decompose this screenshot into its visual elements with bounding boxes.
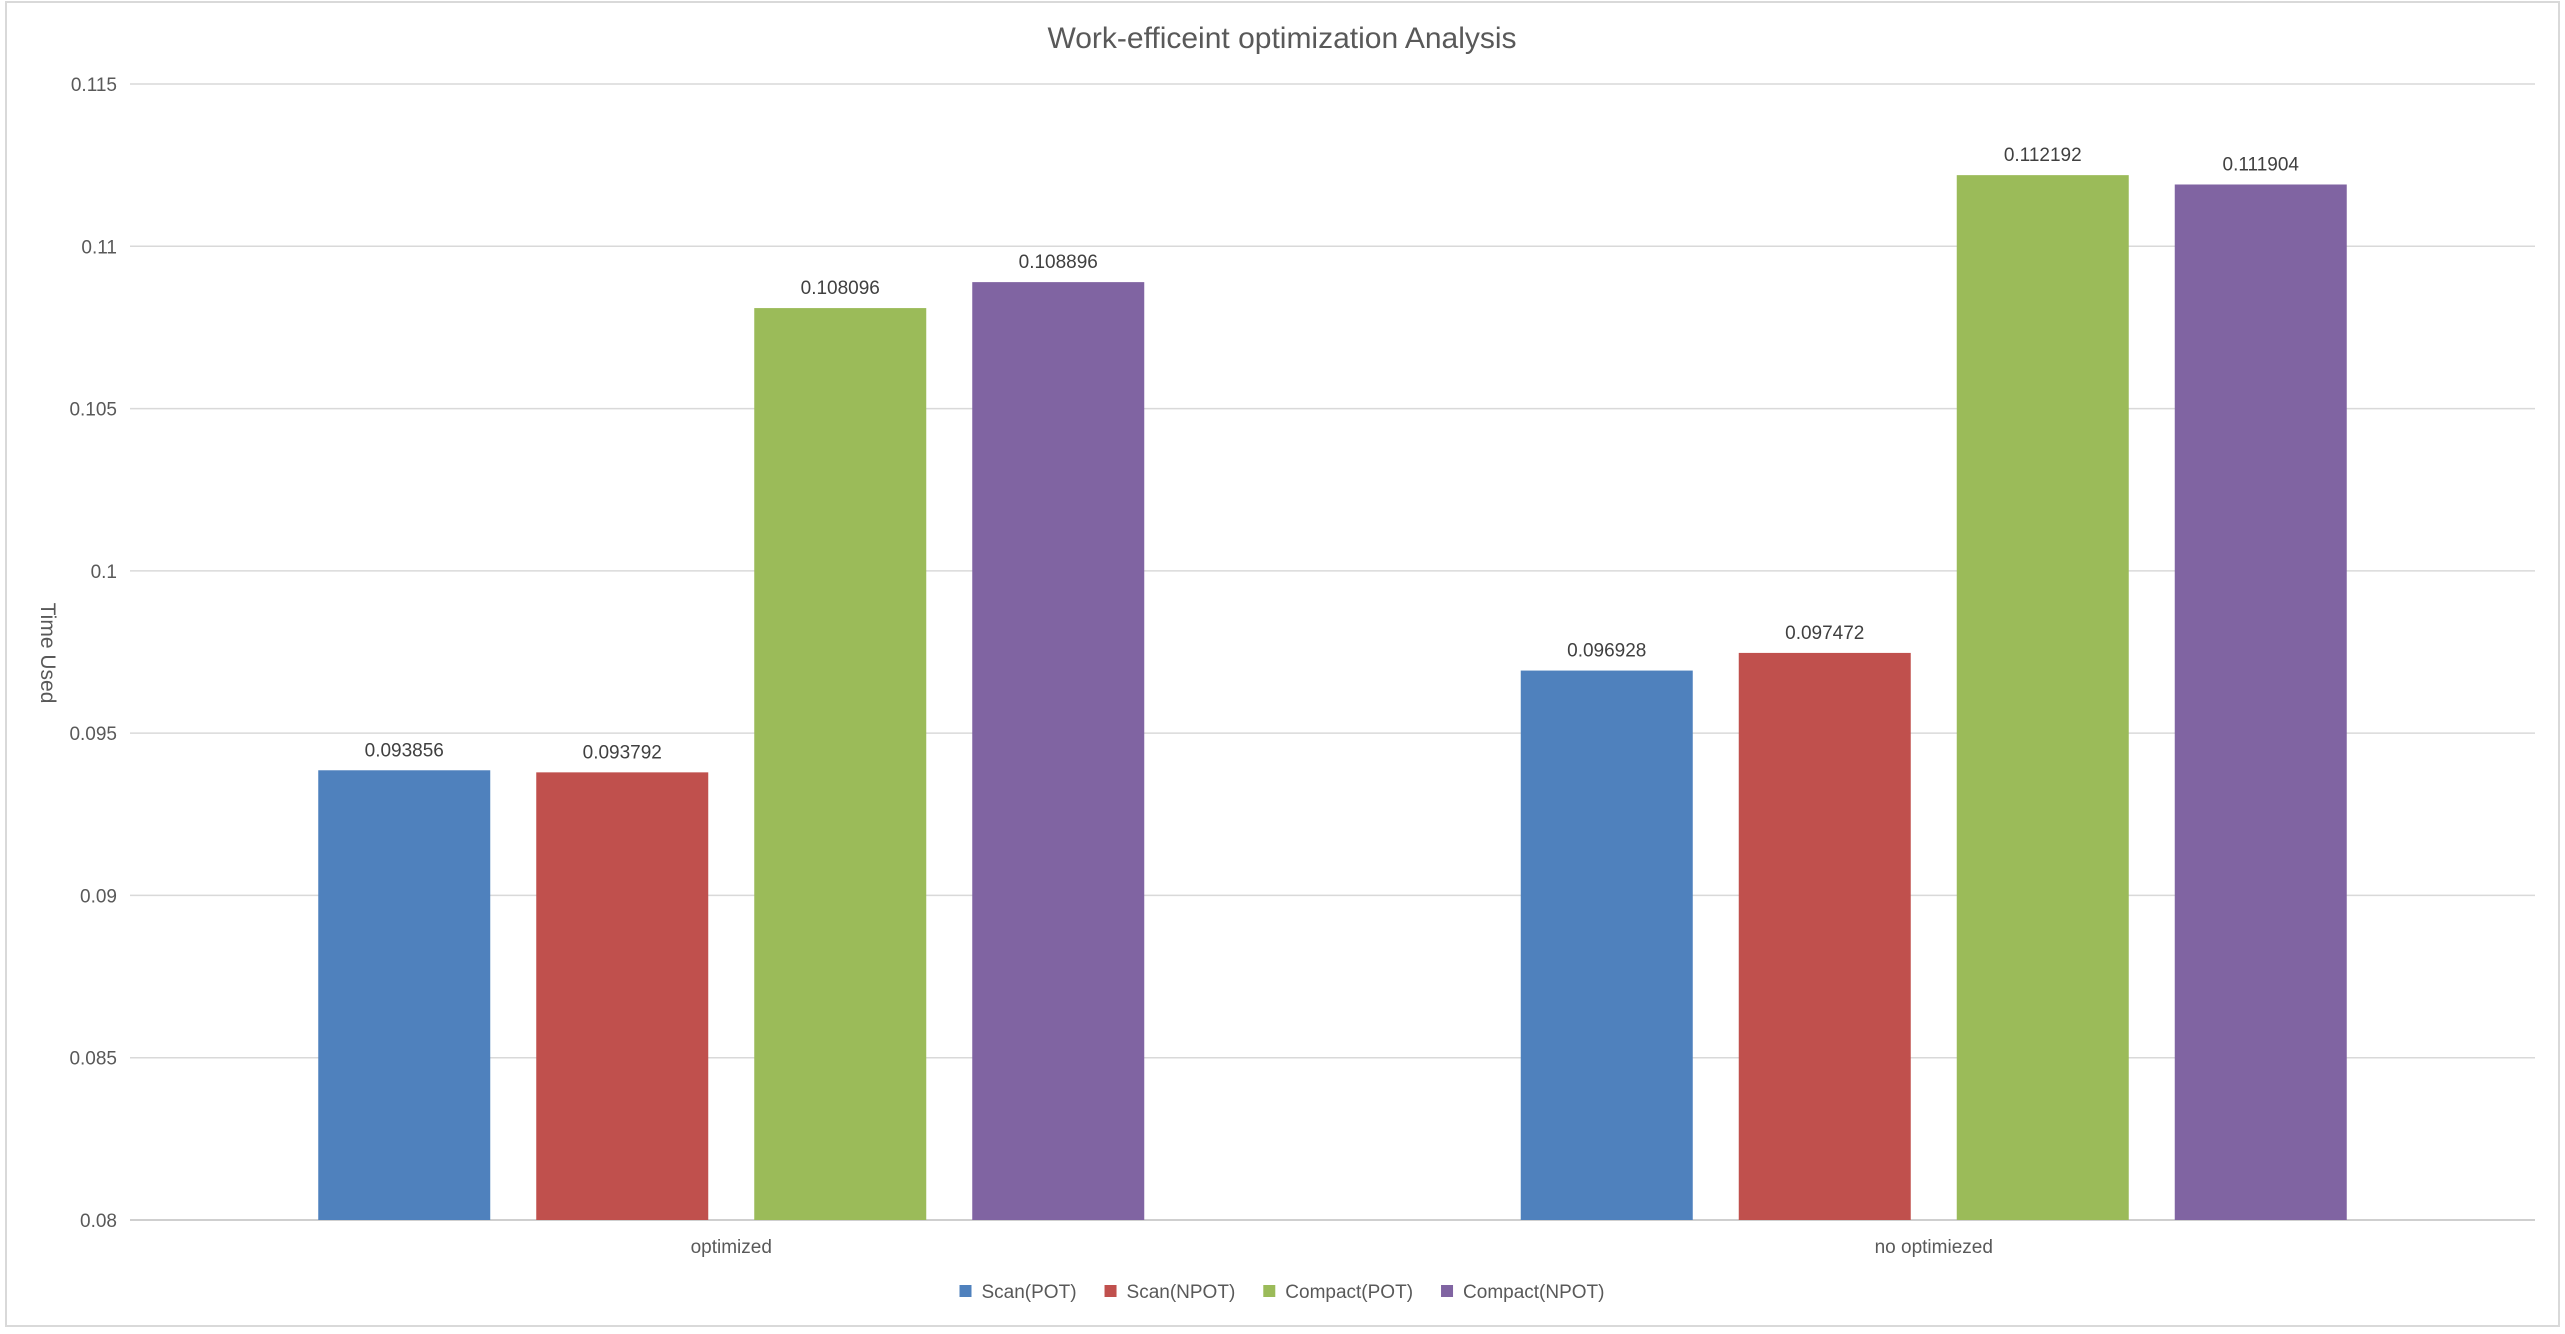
bar [1956,175,2129,1221]
legend-label: Compact(NPOT) [1463,1282,1604,1303]
data-label: 0.108096 [801,278,880,299]
data-label: 0.093856 [365,740,444,761]
data-label: 0.112192 [2004,145,2082,166]
data-label: 0.093792 [583,742,662,763]
bar [1520,670,1693,1220]
y-tick-label: 0.105 [69,400,117,421]
data-label: 0.096928 [1567,641,1646,662]
bar [2174,184,2347,1221]
category-label: no optimiezed [1875,1237,1993,1258]
bar [1738,652,1911,1220]
y-tick-label: 0.115 [71,75,117,96]
data-labels: 0.093856 0.093792 0.108096 0.108896 0.096928… [365,145,2300,763]
y-tick-label: 0.09 [80,886,117,907]
legend-swatch [959,1285,972,1297]
y-tick-label: 0.085 [69,1049,117,1070]
legend-label: Compact(POT) [1285,1282,1413,1303]
bar [536,772,709,1220]
legend-swatch [1104,1285,1117,1297]
bar [318,770,491,1220]
bars [318,175,2347,1221]
legend-swatch [1441,1285,1454,1297]
data-label: 0.097472 [1785,623,1864,644]
data-label: 0.111904 [2223,154,2300,175]
bar [972,282,1145,1220]
legend-swatch [1263,1285,1276,1297]
category-labels: optimized no optimiezed [691,1237,1993,1258]
y-tick-label: 0.08 [80,1211,117,1232]
data-label: 0.108896 [1019,252,1098,273]
category-label: optimized [691,1237,772,1258]
y-axis-title: Time Used [36,603,59,704]
y-axis-ticks: 0.08 0.085 0.09 0.095 0.1 0.105 0.11 0.115 [69,75,117,1232]
y-tick-label: 0.11 [81,237,117,258]
legend: Scan(POT) Scan(NPOT) Compact(POT) Compact(N… [959,1282,1605,1303]
legend-label: Scan(POT) [982,1282,1077,1303]
chart-title: Work-efficeint optimization Analysis [1047,22,1516,55]
y-tick-label: 0.095 [69,724,117,745]
legend-label: Scan(NPOT) [1127,1282,1236,1303]
y-tick-label: 0.1 [91,562,117,583]
bar [754,308,927,1220]
gridlines [130,83,2535,1221]
